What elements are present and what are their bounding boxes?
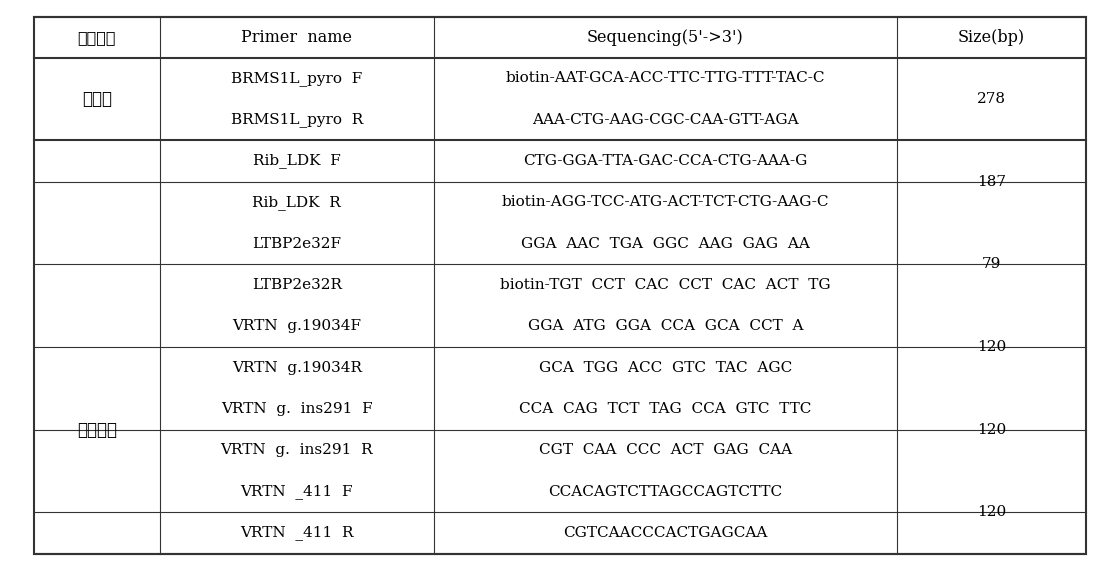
Text: GCA  TGG  ACC  GTC  TAC  AGC: GCA TGG ACC GTC TAC AGC [539,360,792,375]
Text: VRTN  _411  R: VRTN _411 R [240,525,354,541]
Text: VRTN  g.19034F: VRTN g.19034F [232,319,362,333]
Text: CTG-GGA-TTA-GAC-CCA-CTG-AAA-G: CTG-GGA-TTA-GAC-CCA-CTG-AAA-G [523,154,808,168]
Text: BRMS1L_pyro  F: BRMS1L_pyro F [231,71,363,86]
Text: Sequencing(5'->3'): Sequencing(5'->3') [587,29,744,46]
Text: CGT  CAA  CCC  ACT  GAG  CAA: CGT CAA CCC ACT GAG CAA [539,444,792,457]
Text: VRTN  g.  ins291  F: VRTN g. ins291 F [221,402,373,416]
Text: CCACAGTCTTAGCCAGTCTTC: CCACAGTCTTAGCCAGTCTTC [548,485,783,499]
Text: CGTCAACCCACTGAGCAA: CGTCAACCCACTGAGCAA [563,526,767,540]
Text: Rib_LDK  R: Rib_LDK R [252,195,342,210]
Text: VRTN  _411  F: VRTN _411 F [241,484,353,499]
Text: BRMS1L_pyro  R: BRMS1L_pyro R [231,112,363,127]
Text: Rib_LDK  F: Rib_LDK F [253,154,340,168]
Text: GGA  AAC  TGA  GGC  AAG  GAG  AA: GGA AAC TGA GGC AAG GAG AA [521,237,810,251]
Text: 갈비뼈수: 갈비뼈수 [77,421,116,438]
Text: 관련형질: 관련형질 [77,30,116,45]
Text: biotin-TGT  CCT  CAC  CCT  CAC  ACT  TG: biotin-TGT CCT CAC CCT CAC ACT TG [500,278,831,292]
Text: biotin-AAT-GCA-ACC-TTC-TTG-TTT-TAC-C: biotin-AAT-GCA-ACC-TTC-TTG-TTT-TAC-C [505,71,825,85]
Text: CCA  CAG  TCT  TAG  CCA  GTC  TTC: CCA CAG TCT TAG CCA GTC TTC [519,402,812,416]
Text: 278: 278 [977,92,1006,106]
Text: biotin-AGG-TCC-ATG-ACT-TCT-CTG-AAG-C: biotin-AGG-TCC-ATG-ACT-TCT-CTG-AAG-C [502,195,829,209]
Text: VRTN  g.19034R: VRTN g.19034R [232,360,362,375]
Text: LTBP2e32F: LTBP2e32F [252,237,342,251]
Text: Size(bp): Size(bp) [958,29,1025,46]
Text: GGA  ATG  GGA  CCA  GCA  CCT  A: GGA ATG GGA CCA GCA CCT A [528,319,803,333]
Text: 120: 120 [977,340,1006,354]
Text: AAA-CTG-AAG-CGC-CAA-GTT-AGA: AAA-CTG-AAG-CGC-CAA-GTT-AGA [532,112,799,127]
Text: VRTN  g.  ins291  R: VRTN g. ins291 R [221,444,373,457]
Text: LTBP2e32R: LTBP2e32R [252,278,342,292]
Text: 120: 120 [977,423,1006,437]
Text: 79: 79 [982,257,1001,271]
Text: 120: 120 [977,505,1006,519]
Text: 187: 187 [977,175,1006,189]
Text: 유두수: 유두수 [82,90,112,108]
Text: Primer  name: Primer name [241,29,353,46]
